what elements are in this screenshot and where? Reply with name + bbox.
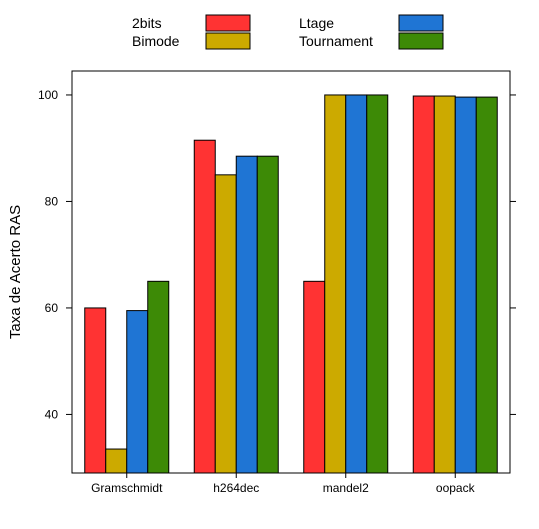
bar-bimode-h264dec: [214, 174, 237, 474]
bar-tournament-oopack: [475, 96, 498, 474]
x-tick-label: h264dec: [213, 481, 259, 495]
legend-swatch-tournament: [398, 32, 444, 50]
x-tick-label: mandel2: [323, 481, 369, 495]
bar-ltage-oopack: [454, 96, 477, 474]
bar-ltage-gramschmidt: [126, 310, 149, 474]
legend-label-2bits: 2bits: [132, 15, 162, 31]
legend-swatch-2bits: [205, 14, 251, 32]
y-tick-label: 60: [45, 301, 59, 315]
y-axis-title: Taxa de Acerto RAS: [7, 205, 24, 339]
bar-2bits-gramschmidt: [84, 307, 107, 474]
bar-tournament-gramschmidt: [147, 280, 170, 474]
legend-label-tournament: Tournament: [299, 33, 373, 49]
bar-2bits-mandel2: [303, 280, 326, 474]
bar-tournament-h264dec: [256, 155, 279, 474]
bar-ltage-h264dec: [235, 155, 258, 474]
bar-bimode-oopack: [433, 95, 456, 474]
bar-2bits-oopack: [412, 95, 435, 474]
x-tick-label: oopack: [436, 481, 476, 495]
y-tick-label: 100: [38, 88, 58, 102]
legend: 2bits Bimode Ltage Tournament: [132, 14, 444, 50]
bar-ltage-mandel2: [345, 94, 368, 474]
bars: [84, 94, 498, 474]
legend-label-ltage: Ltage: [299, 15, 334, 31]
bar-2bits-h264dec: [193, 139, 216, 474]
bar-bimode-gramschmidt: [105, 448, 128, 474]
y-tick-label: 40: [45, 407, 59, 421]
legend-label-bimode: Bimode: [132, 33, 180, 49]
bar-bimode-mandel2: [324, 94, 347, 474]
y-tick-label: 80: [45, 194, 59, 208]
x-tick-label: Gramschmidt: [91, 481, 163, 495]
legend-swatch-ltage: [398, 14, 444, 32]
axes: Gramschmidt h264dec mandel2 oopack 40 60 80 100: [38, 88, 516, 495]
bar-tournament-mandel2: [366, 94, 389, 474]
legend-swatch-bimode: [205, 32, 251, 50]
